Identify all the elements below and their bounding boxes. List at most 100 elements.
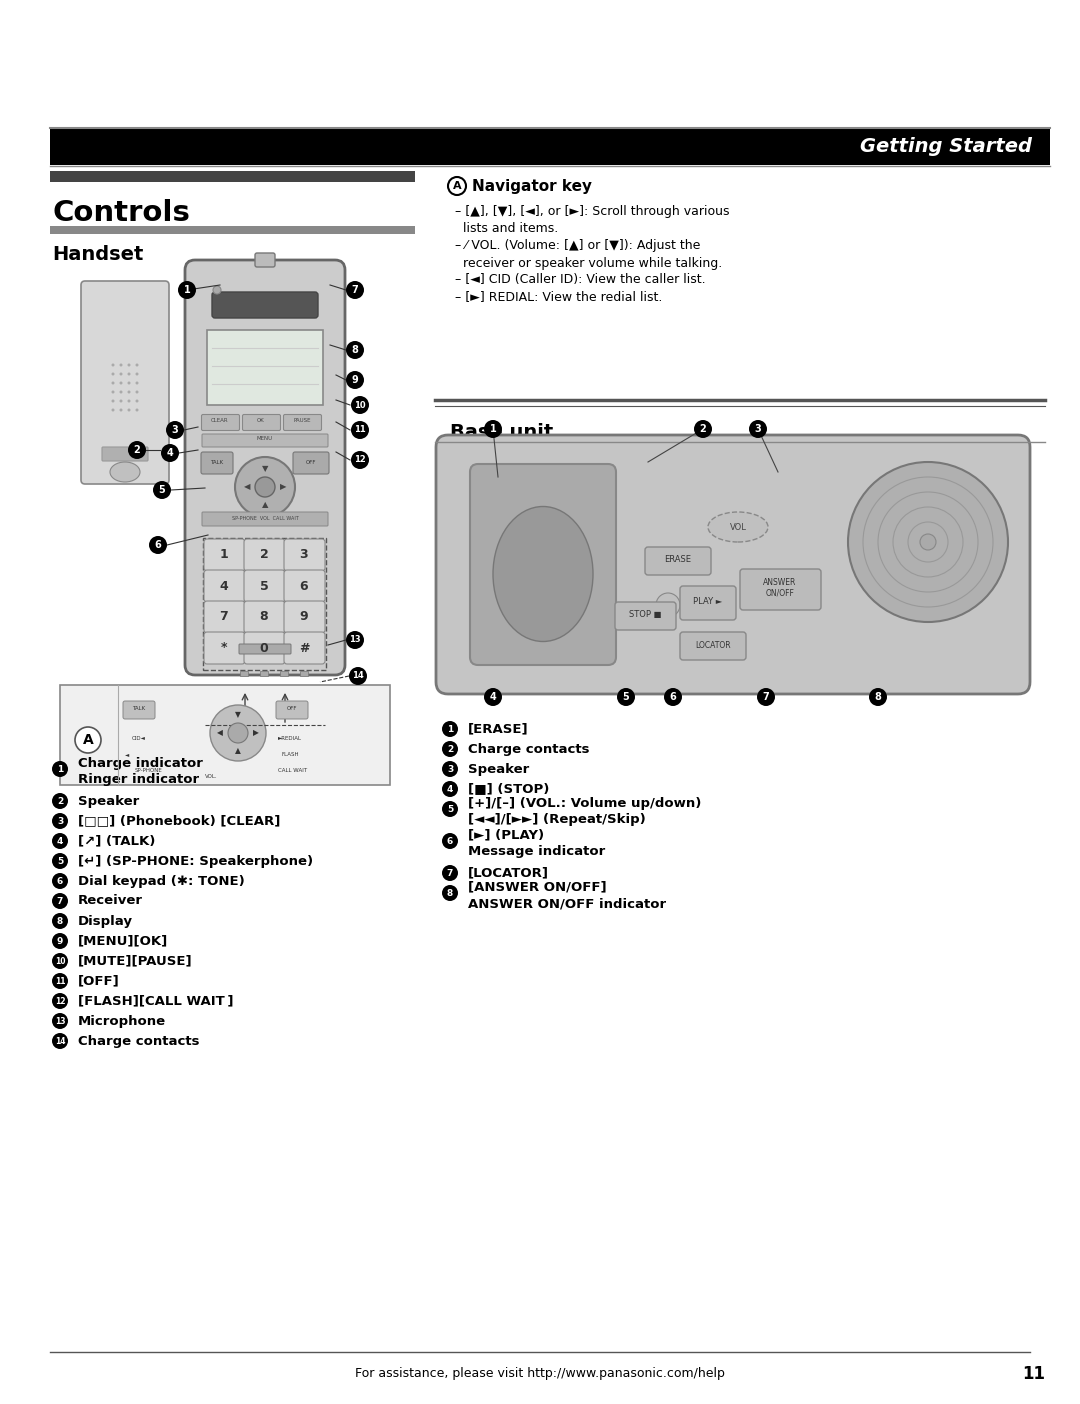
Circle shape <box>442 741 458 757</box>
Circle shape <box>442 781 458 797</box>
Circle shape <box>153 482 171 498</box>
Text: 12: 12 <box>354 455 366 465</box>
Text: SP-PHONE  VOL  CALL WAIT: SP-PHONE VOL CALL WAIT <box>231 515 298 521</box>
Text: TALK: TALK <box>133 706 146 712</box>
Text: [►] (PLAY): [►] (PLAY) <box>468 828 544 841</box>
Bar <box>260 671 268 675</box>
Text: STOP ■: STOP ■ <box>629 611 661 619</box>
Circle shape <box>75 727 102 753</box>
FancyBboxPatch shape <box>202 434 328 446</box>
Text: 7: 7 <box>762 692 769 702</box>
Text: 3: 3 <box>299 549 308 562</box>
Circle shape <box>484 688 502 706</box>
Text: 5: 5 <box>159 484 165 496</box>
Circle shape <box>351 396 369 414</box>
Circle shape <box>111 409 114 411</box>
Circle shape <box>664 688 681 706</box>
Text: Charge contacts: Charge contacts <box>468 743 590 755</box>
Text: [■] (STOP): [■] (STOP) <box>468 782 550 796</box>
Circle shape <box>442 761 458 776</box>
Text: ▼: ▼ <box>235 710 241 719</box>
Ellipse shape <box>110 462 140 482</box>
Text: [MENU][OK]: [MENU][OK] <box>78 935 168 948</box>
Text: – [◄] CID (Caller ID): View the caller list.: – [◄] CID (Caller ID): View the caller l… <box>455 274 705 286</box>
FancyBboxPatch shape <box>284 601 325 633</box>
FancyBboxPatch shape <box>740 569 821 609</box>
Bar <box>300 671 308 675</box>
FancyBboxPatch shape <box>283 414 322 431</box>
Text: 3: 3 <box>447 765 454 774</box>
Circle shape <box>111 390 114 393</box>
Text: MENU: MENU <box>257 437 273 441</box>
Circle shape <box>135 382 138 385</box>
Text: OK: OK <box>257 418 265 424</box>
Circle shape <box>127 372 131 375</box>
Text: 2: 2 <box>700 424 706 434</box>
FancyBboxPatch shape <box>239 644 291 654</box>
FancyBboxPatch shape <box>212 292 318 317</box>
Text: 12: 12 <box>55 997 65 1005</box>
Text: – [▲], [▼], [◄], or [►]: Scroll through various: – [▲], [▼], [◄], or [►]: Scroll through … <box>455 205 729 219</box>
Text: 3: 3 <box>755 424 761 434</box>
Text: ◀: ◀ <box>244 483 251 491</box>
Text: receiver or speaker volume while talking.: receiver or speaker volume while talking… <box>455 257 723 270</box>
Text: 5: 5 <box>259 580 268 592</box>
Text: 11: 11 <box>1022 1365 1045 1383</box>
Circle shape <box>213 286 221 293</box>
Text: Display: Display <box>78 914 133 928</box>
Text: 4: 4 <box>166 448 174 458</box>
Bar <box>60 685 390 785</box>
Text: 14: 14 <box>55 1036 65 1046</box>
Text: ▶: ▶ <box>253 729 259 737</box>
Text: ►REDIAL: ►REDIAL <box>278 737 302 741</box>
Circle shape <box>52 913 68 929</box>
Circle shape <box>617 688 635 706</box>
Text: 5: 5 <box>623 692 630 702</box>
Text: Speaker: Speaker <box>468 762 529 775</box>
Circle shape <box>920 534 936 550</box>
FancyBboxPatch shape <box>204 601 245 633</box>
Circle shape <box>210 705 266 761</box>
Circle shape <box>149 536 167 555</box>
Circle shape <box>442 802 458 817</box>
FancyBboxPatch shape <box>436 435 1030 694</box>
Bar <box>207 330 323 404</box>
FancyBboxPatch shape <box>102 446 148 461</box>
Circle shape <box>255 477 275 497</box>
Text: ▲: ▲ <box>235 747 241 755</box>
Circle shape <box>656 592 680 616</box>
Circle shape <box>129 441 146 459</box>
Text: 7: 7 <box>352 285 359 295</box>
Circle shape <box>120 390 122 393</box>
FancyBboxPatch shape <box>204 539 245 571</box>
Circle shape <box>127 409 131 411</box>
Circle shape <box>111 364 114 366</box>
Circle shape <box>346 341 364 359</box>
Text: Ringer indicator: Ringer indicator <box>78 774 199 786</box>
Circle shape <box>750 420 767 438</box>
Circle shape <box>111 372 114 375</box>
Text: OFF: OFF <box>287 706 297 712</box>
Text: [◄◄]/[►►] (Repeat/Skip): [◄◄]/[►►] (Repeat/Skip) <box>468 813 646 827</box>
Circle shape <box>686 592 710 616</box>
Circle shape <box>161 444 179 462</box>
Text: Charge contacts: Charge contacts <box>78 1035 200 1047</box>
FancyBboxPatch shape <box>244 539 285 571</box>
Text: 14: 14 <box>352 671 364 681</box>
Circle shape <box>166 421 184 439</box>
Circle shape <box>442 833 458 849</box>
Text: TALK: TALK <box>211 459 224 465</box>
Text: 8: 8 <box>57 917 63 925</box>
FancyBboxPatch shape <box>255 253 275 267</box>
Text: 1: 1 <box>219 549 228 562</box>
Circle shape <box>228 723 248 743</box>
FancyBboxPatch shape <box>244 570 285 602</box>
Text: Receiver: Receiver <box>78 894 143 907</box>
Text: 11: 11 <box>354 425 366 434</box>
Text: ◀: ◀ <box>217 729 222 737</box>
Circle shape <box>52 993 68 1009</box>
FancyBboxPatch shape <box>202 512 328 526</box>
FancyBboxPatch shape <box>470 463 616 665</box>
FancyBboxPatch shape <box>244 632 285 664</box>
Text: [+]/[–] (VOL.: Volume up/down): [+]/[–] (VOL.: Volume up/down) <box>468 796 701 810</box>
